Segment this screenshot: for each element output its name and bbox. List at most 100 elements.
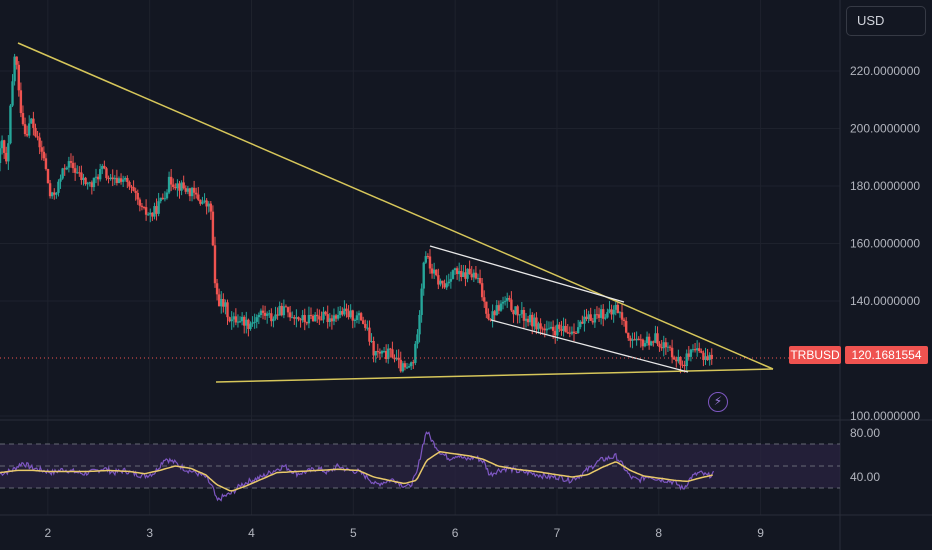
candle[interactable] (65, 166, 68, 171)
candle[interactable] (491, 304, 494, 328)
candle[interactable] (144, 199, 148, 221)
candle[interactable] (176, 179, 179, 197)
candle[interactable] (708, 352, 711, 366)
candle[interactable] (130, 184, 133, 194)
candle[interactable] (339, 306, 342, 319)
candle[interactable] (336, 306, 340, 321)
candle[interactable] (493, 309, 496, 321)
candle[interactable] (595, 306, 599, 320)
candle[interactable] (320, 311, 323, 321)
candle[interactable] (278, 301, 281, 316)
candle[interactable] (647, 333, 651, 350)
candle[interactable] (483, 290, 486, 308)
lightning-icon[interactable]: ⚡ (708, 392, 728, 412)
candle[interactable] (328, 312, 331, 327)
candle[interactable] (25, 125, 29, 138)
candle[interactable] (134, 187, 137, 201)
candle[interactable] (370, 333, 373, 343)
candle[interactable] (265, 311, 269, 324)
candle[interactable] (268, 309, 271, 318)
candle[interactable] (69, 153, 73, 168)
candle[interactable] (332, 308, 336, 326)
candle[interactable] (664, 337, 668, 355)
candle[interactable] (443, 279, 446, 289)
candle[interactable] (90, 180, 94, 195)
candle[interactable] (36, 130, 39, 141)
candle[interactable] (67, 156, 71, 173)
candle[interactable] (514, 306, 517, 316)
candle[interactable] (520, 301, 524, 318)
candle[interactable] (574, 331, 578, 335)
candle[interactable] (297, 316, 300, 322)
candle[interactable] (255, 314, 258, 329)
candle[interactable] (119, 173, 123, 185)
candle[interactable] (560, 320, 563, 336)
candle[interactable] (464, 265, 467, 287)
candle[interactable] (57, 179, 60, 197)
candle[interactable] (305, 321, 309, 326)
candle[interactable] (326, 305, 329, 329)
candle[interactable] (121, 175, 125, 188)
candle[interactable] (691, 344, 695, 353)
candle[interactable] (635, 331, 638, 346)
candle[interactable] (222, 293, 225, 313)
candle[interactable] (32, 111, 35, 136)
candle[interactable] (660, 339, 663, 351)
candle[interactable] (301, 310, 304, 323)
candle[interactable] (472, 269, 476, 283)
candle[interactable] (115, 169, 119, 186)
candle[interactable] (526, 315, 530, 327)
candle[interactable] (140, 202, 144, 211)
candle[interactable] (192, 180, 196, 200)
candle[interactable] (378, 348, 382, 360)
candle[interactable] (98, 163, 102, 182)
candle[interactable] (420, 283, 423, 323)
candle[interactable] (105, 166, 108, 181)
candle[interactable] (412, 359, 415, 369)
candle[interactable] (447, 273, 450, 287)
candle[interactable] (499, 300, 503, 312)
candle[interactable] (63, 164, 66, 176)
candle[interactable] (539, 318, 542, 335)
candle[interactable] (462, 264, 465, 278)
candle[interactable] (501, 296, 505, 310)
candle[interactable] (564, 318, 567, 333)
candle[interactable] (597, 307, 601, 322)
candle[interactable] (368, 320, 371, 346)
candle[interactable] (59, 174, 62, 189)
candle[interactable] (416, 329, 419, 349)
candle[interactable] (13, 53, 16, 86)
candle[interactable] (506, 292, 509, 308)
candle[interactable] (167, 171, 171, 195)
trendline-support[interactable] (215, 368, 774, 383)
candle[interactable] (311, 314, 315, 322)
candle[interactable] (243, 315, 246, 334)
candle[interactable] (48, 179, 52, 199)
channel-lower-line[interactable] (490, 319, 689, 373)
candle[interactable] (213, 236, 217, 288)
candle[interactable] (585, 308, 588, 322)
candle[interactable] (579, 320, 582, 330)
candle[interactable] (656, 326, 659, 347)
candle[interactable] (689, 348, 693, 362)
candle[interactable] (334, 313, 338, 323)
candle[interactable] (11, 74, 14, 108)
candle[interactable] (203, 193, 206, 204)
candle[interactable] (73, 162, 77, 181)
candle[interactable] (178, 180, 181, 199)
candle[interactable] (516, 304, 519, 324)
candle[interactable] (217, 288, 221, 307)
candle[interactable] (485, 301, 488, 319)
candle[interactable] (372, 336, 375, 363)
candle[interactable] (94, 168, 98, 184)
candle[interactable] (376, 343, 379, 358)
candle[interactable] (318, 309, 321, 325)
candle[interactable] (460, 264, 463, 282)
candle[interactable] (0, 135, 4, 155)
candle[interactable] (478, 269, 482, 285)
candle[interactable] (359, 311, 363, 321)
candle[interactable] (188, 187, 192, 202)
candle[interactable] (470, 266, 473, 281)
trendline-drawings[interactable] (17, 42, 774, 383)
candle[interactable] (702, 350, 705, 367)
